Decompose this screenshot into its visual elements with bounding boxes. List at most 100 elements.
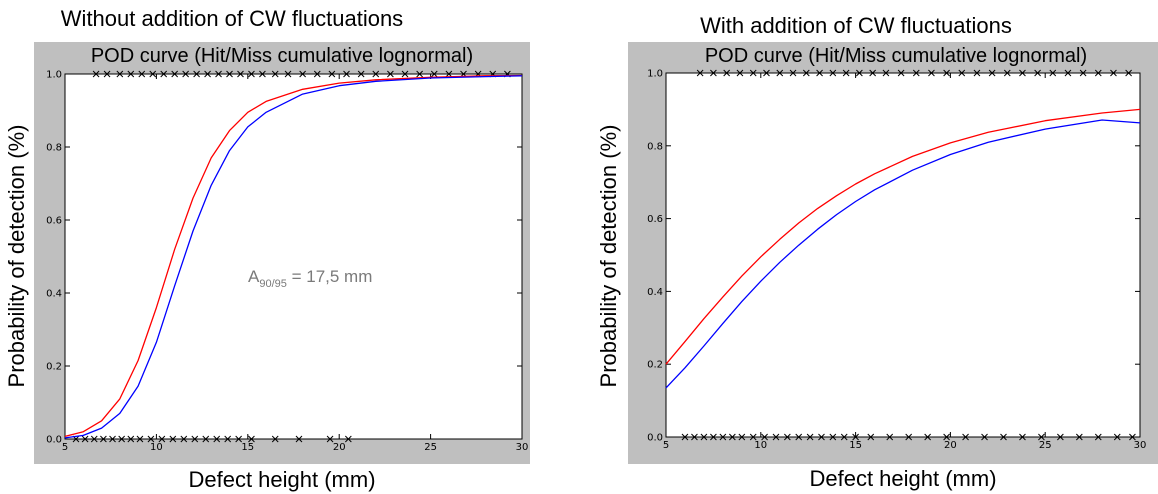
hit-marker xyxy=(943,69,950,77)
hit-marker xyxy=(284,70,292,78)
miss-marker xyxy=(867,433,875,441)
chart-right-ticks: 5 10 15 20 25 30 0.0 0.2 0.4 0.6 0.8 1.0 xyxy=(647,69,1146,452)
miss-marker xyxy=(691,433,698,441)
chart-left: Without addition of CW fluctuations POD … xyxy=(4,6,530,492)
y-tick-label: 0.6 xyxy=(46,216,62,227)
hit-marker xyxy=(869,69,877,77)
hit-marker xyxy=(1064,69,1072,77)
hit-marker xyxy=(1019,69,1026,77)
miss-marker xyxy=(1129,433,1136,441)
miss-marker xyxy=(1075,433,1083,441)
chart-left-annotation: A90/95 = 17,5 mm xyxy=(248,267,372,290)
hit-marker xyxy=(182,70,190,78)
pod-curve-blue xyxy=(64,75,523,439)
hit-marker xyxy=(912,69,920,77)
chart-left-ticks: 5 10 15 20 25 30 0.0 0.2 0.4 0.6 0.8 1.0 xyxy=(46,70,528,454)
hit-marker xyxy=(736,69,744,77)
miss-marker xyxy=(1000,433,1007,441)
hit-marker xyxy=(430,70,438,78)
hit-marker xyxy=(328,70,336,78)
hit-marker xyxy=(749,69,757,77)
miss-marker xyxy=(840,433,848,441)
miss-marker xyxy=(235,435,243,443)
miss-marker xyxy=(326,435,334,443)
miss-marker xyxy=(191,435,199,443)
chart-right-markers xyxy=(681,69,1136,441)
hit-marker xyxy=(127,70,135,78)
miss-marker xyxy=(829,433,837,441)
hit-marker xyxy=(897,69,905,77)
y-tick-label: 0.4 xyxy=(46,289,62,300)
miss-marker xyxy=(271,435,279,443)
hit-marker xyxy=(696,69,704,77)
chart-right-title: POD curve (Hit/Miss cumulative lognormal… xyxy=(705,45,1087,67)
miss-marker xyxy=(700,433,708,441)
miss-marker xyxy=(1094,433,1102,441)
x-tick-label: 5 xyxy=(62,442,68,453)
hit-marker xyxy=(882,69,890,77)
hit-marker xyxy=(445,70,453,78)
hit-marker xyxy=(842,69,850,77)
hit-marker xyxy=(856,69,863,77)
chart-left-markers xyxy=(72,70,511,443)
chart-right: With addition of CW fluctuations POD cur… xyxy=(596,13,1158,491)
hit-marker xyxy=(928,69,935,77)
chart-right-lines xyxy=(665,108,1141,389)
x-tick-label: 30 xyxy=(1134,440,1147,451)
annotation-sub: 90/95 xyxy=(259,278,287,290)
hit-marker xyxy=(1079,69,1087,77)
hit-marker xyxy=(149,70,157,78)
hit-marker xyxy=(299,70,306,78)
x-tick-label: 20 xyxy=(944,440,957,451)
x-tick-label: 15 xyxy=(849,440,862,451)
miss-marker xyxy=(118,435,126,443)
miss-marker xyxy=(943,433,950,441)
hit-marker xyxy=(1003,69,1011,77)
hit-marker xyxy=(829,69,837,77)
chart-left-lines xyxy=(64,74,523,439)
y-tick-label: 0.4 xyxy=(647,287,663,298)
miss-marker xyxy=(248,435,255,443)
y-tick-label: 0.8 xyxy=(46,143,62,154)
miss-marker xyxy=(81,435,89,443)
miss-marker xyxy=(1038,433,1045,441)
miss-marker xyxy=(729,433,736,441)
miss-marker xyxy=(169,435,177,443)
y-tick-label: 1.0 xyxy=(647,69,663,80)
miss-marker xyxy=(344,435,352,443)
hit-marker xyxy=(160,70,168,78)
pod-curve-red xyxy=(64,74,523,438)
hit-marker xyxy=(816,69,823,77)
hit-marker xyxy=(248,70,255,78)
annotation-main: A xyxy=(248,267,260,286)
miss-marker xyxy=(213,435,221,443)
hit-marker xyxy=(416,70,423,78)
chart-left-ylabel: Probability of detection (%) xyxy=(4,125,29,388)
hit-marker xyxy=(259,70,266,78)
hit-marker xyxy=(1110,69,1117,77)
x-tick-label: 20 xyxy=(333,442,346,453)
miss-marker xyxy=(738,433,746,441)
miss-marker xyxy=(806,433,814,441)
hit-marker xyxy=(763,69,770,77)
hit-marker xyxy=(116,70,124,78)
hit-marker xyxy=(92,70,100,78)
hit-marker xyxy=(710,69,717,77)
hit-marker xyxy=(958,69,966,77)
y-tick-label: 1.0 xyxy=(46,70,62,81)
y-tick-label: 0.0 xyxy=(647,433,663,444)
x-tick-label: 10 xyxy=(150,442,163,453)
x-tick-label: 30 xyxy=(516,442,529,453)
y-tick-label: 0.8 xyxy=(647,141,663,152)
x-tick-label: 25 xyxy=(424,442,437,453)
miss-marker xyxy=(1019,433,1026,441)
hit-marker xyxy=(226,70,233,78)
hit-marker xyxy=(103,70,111,78)
miss-marker xyxy=(886,433,894,441)
chart-left-xlabel: Defect height (mm) xyxy=(188,467,375,492)
miss-marker xyxy=(147,435,155,443)
hit-marker xyxy=(776,69,784,77)
miss-marker xyxy=(783,433,791,441)
hit-marker xyxy=(1125,69,1132,77)
y-tick-label: 0.2 xyxy=(647,360,663,371)
